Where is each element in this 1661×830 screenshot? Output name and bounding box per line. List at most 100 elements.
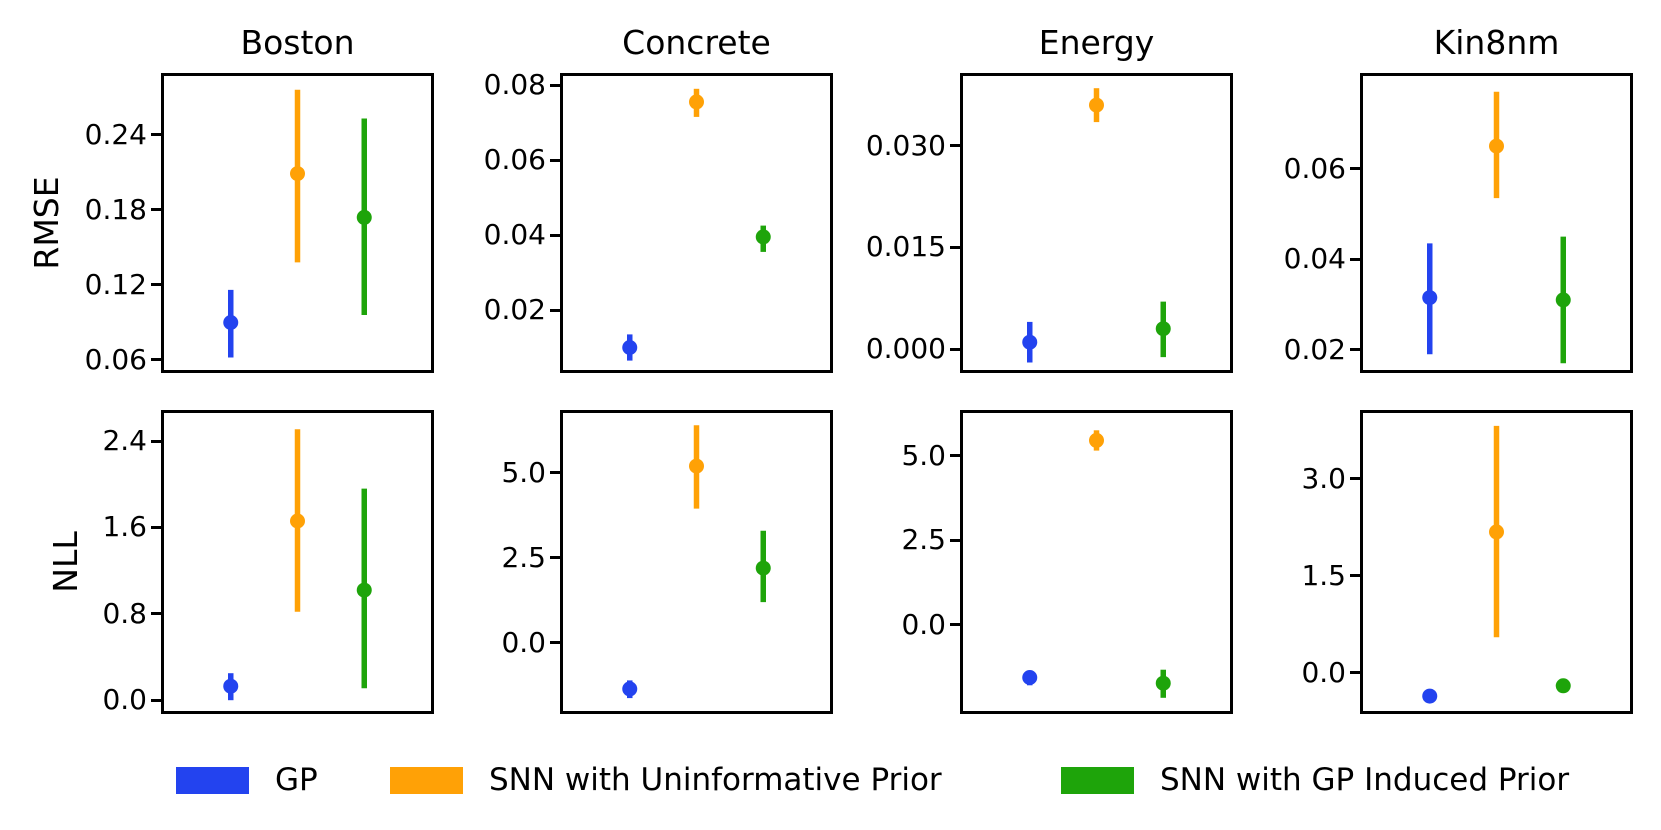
data-point (1155, 675, 1171, 691)
plot-area (223, 89, 372, 358)
data-point (689, 94, 704, 110)
y-tick-mark (1350, 671, 1360, 675)
subplot-nll-energy (960, 410, 1233, 714)
data-point (1555, 678, 1571, 694)
y-tick-label: 0.08 (483, 68, 546, 101)
y-tick-label: 2.5 (901, 523, 946, 557)
legend-label-gp: GP (275, 762, 318, 798)
y-tick-label: 0.0 (901, 607, 946, 641)
y-tick-mark (950, 347, 960, 351)
y-tick-mark (550, 556, 560, 560)
y-tick-label: 0.0 (1301, 655, 1346, 689)
y-tick-mark (151, 358, 161, 362)
y-tick-mark (550, 308, 560, 312)
data-point (755, 229, 771, 245)
legend-swatch-gp (176, 766, 249, 794)
y-tick-mark (950, 623, 960, 627)
y-tick-mark (950, 538, 960, 542)
legend-label-snn-gp-induced: SNN with GP Induced Prior (1160, 762, 1570, 798)
y-tick-label: 1.6 (102, 510, 147, 544)
y-tick-label: 0.12 (84, 267, 147, 301)
y-tick-label: 0.06 (1283, 151, 1346, 185)
subplot-rmse-energy (960, 73, 1233, 373)
y-tick-label: 0.02 (1283, 332, 1346, 366)
y-tick-label: 0.18 (84, 192, 147, 226)
data-point (1422, 688, 1438, 704)
data-point (1489, 524, 1504, 540)
data-point (1155, 321, 1171, 337)
data-point (290, 166, 305, 182)
legend-item-gp: GP (176, 758, 318, 802)
y-tick-mark (151, 133, 161, 137)
legend-item-snn-gp-induced: SNN with GP Induced Prior (1061, 758, 1569, 802)
subplot-rmse-concrete (560, 73, 833, 373)
legend-label-snn-uninformative: SNN with Uninformative Prior (489, 762, 942, 798)
legend-item-snn-uninformative: SNN with Uninformative Prior (390, 758, 942, 802)
legend-swatch-snn-uninformative (390, 766, 463, 794)
y-tick-mark (151, 283, 161, 287)
row-label-nll: NLL (46, 531, 85, 593)
plot-area (1422, 91, 1571, 364)
y-tick-mark (1350, 574, 1360, 578)
y-tick-label: 0.015 (865, 230, 946, 264)
data-point (356, 582, 372, 598)
subplot-nll-kin8nm (1360, 410, 1633, 714)
y-tick-label: 1.5 (1301, 558, 1346, 592)
y-tick-label: 0.04 (1283, 242, 1346, 276)
y-tick-mark (1350, 477, 1360, 481)
y-tick-mark (151, 612, 161, 616)
col-title-boston: Boston (240, 23, 355, 62)
y-tick-label: 0.000 (865, 332, 946, 365)
y-tick-mark (550, 641, 560, 645)
y-tick-label: 0.04 (483, 218, 546, 251)
subplot-rmse-kin8nm (1360, 73, 1633, 373)
col-title-energy: Energy (1038, 23, 1155, 62)
y-tick-mark (950, 144, 960, 148)
y-tick-mark (550, 83, 560, 87)
y-tick-mark (151, 698, 161, 702)
data-point (622, 340, 638, 355)
y-tick-mark (550, 471, 560, 475)
data-point (1422, 290, 1438, 306)
y-tick-mark (1350, 167, 1360, 171)
plot-area (1022, 88, 1171, 363)
plot-area (622, 425, 771, 699)
data-point (1022, 334, 1038, 350)
y-tick-label: 0.06 (483, 143, 546, 176)
data-point (223, 678, 239, 694)
y-tick-label: 2.4 (102, 424, 147, 458)
y-tick-label: 0.06 (84, 342, 147, 376)
y-tick-mark (151, 208, 161, 212)
y-tick-label: 0.0 (102, 683, 147, 717)
subplot-nll-concrete (560, 410, 833, 714)
data-point (223, 315, 239, 330)
data-point (1489, 138, 1504, 154)
data-point (755, 560, 771, 576)
data-point (622, 681, 638, 697)
y-tick-mark (151, 439, 161, 443)
plot-area (223, 429, 372, 701)
y-tick-mark (1350, 257, 1360, 261)
legend-swatch-snn-gp-induced (1061, 766, 1134, 794)
y-tick-mark (550, 158, 560, 162)
data-point (290, 513, 305, 529)
y-tick-label: 3.0 (1301, 461, 1346, 495)
data-point (1555, 292, 1571, 308)
plot-area (1422, 425, 1571, 704)
y-tick-label: 0.030 (865, 128, 946, 162)
y-tick-mark (950, 454, 960, 458)
col-title-kin8nm: Kin8nm (1433, 23, 1560, 62)
y-tick-mark (151, 525, 161, 529)
y-tick-mark (1350, 348, 1360, 352)
y-tick-mark (950, 245, 960, 249)
y-tick-label: 0.0 (501, 625, 546, 659)
col-title-concrete: Concrete (622, 23, 771, 62)
y-tick-label: 2.5 (501, 540, 546, 574)
y-tick-label: 0.8 (102, 596, 147, 630)
data-point (356, 209, 372, 225)
data-point (1022, 670, 1038, 685)
subplot-nll-boston (161, 410, 434, 714)
data-point (1089, 97, 1104, 113)
y-tick-label: 0.02 (483, 293, 546, 326)
